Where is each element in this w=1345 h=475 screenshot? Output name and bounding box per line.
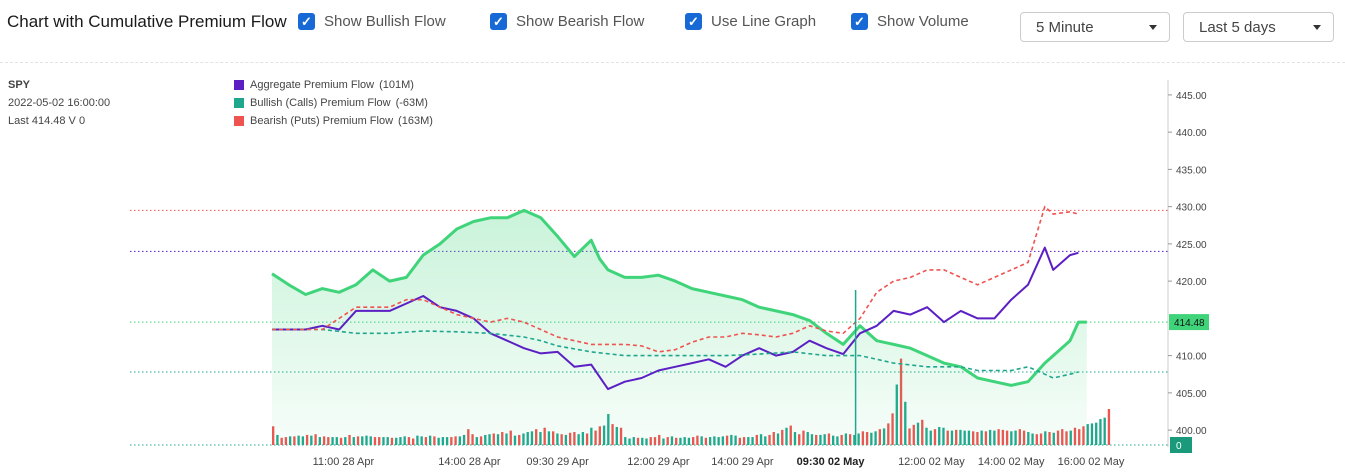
legend-bearish-name: Bearish (Puts) Premium Flow xyxy=(250,115,394,127)
interval-select-value: 5 Minute xyxy=(1036,18,1094,36)
legend-aggregate-value: (101M) xyxy=(379,79,414,91)
x-tick-label: 12:00 29 Apr xyxy=(627,456,690,468)
volume-bar xyxy=(1103,417,1106,445)
aggregate-premium-flow-line xyxy=(272,246,1079,391)
last-price-badge xyxy=(1169,314,1209,331)
volume-bar xyxy=(1099,419,1102,445)
legend-bullish-name: Bullish (Calls) Premium Flow xyxy=(250,97,391,109)
volume-badge xyxy=(1170,437,1192,453)
legend-swatch xyxy=(234,80,244,90)
price-area xyxy=(272,210,1087,445)
y-tick-label: 435.00 xyxy=(1176,165,1207,176)
show-bearish-flow-label: Show Bearish Flow xyxy=(516,13,645,30)
y-tick-label: 400.00 xyxy=(1176,426,1207,437)
interval-select[interactable]: 5 Minute xyxy=(1020,12,1170,42)
y-tick-label: 410.00 xyxy=(1176,352,1207,363)
y-tick-label: 440.00 xyxy=(1176,128,1207,139)
range-select-value: Last 5 days xyxy=(1199,18,1276,36)
x-tick-label: 14:00 02 May xyxy=(978,456,1045,468)
legend-aggregate: Aggregate Premium Flow (101M) xyxy=(234,79,414,91)
symbol-label: SPY xyxy=(8,79,31,91)
x-tick-label: 09:30 02 May xyxy=(797,456,866,468)
y-tick-label: 420.00 xyxy=(1176,277,1207,288)
volume-bar xyxy=(1095,422,1098,445)
legend-swatch xyxy=(234,98,244,108)
last-price-badge-label: 414.48 xyxy=(1174,318,1205,329)
datetime-label: 2022-05-02 16:00:00 xyxy=(8,97,111,109)
volume-badge-label: 0 xyxy=(1176,441,1182,452)
range-select[interactable]: Last 5 days xyxy=(1183,12,1334,42)
legend-swatch xyxy=(234,116,244,126)
legend-bullish: Bullish (Calls) Premium Flow (-63M) xyxy=(234,97,428,109)
chevron-down-icon xyxy=(1313,24,1321,30)
x-tick-label: 14:00 28 Apr xyxy=(438,456,501,468)
legend-bearish: Bearish (Puts) Premium Flow (163M) xyxy=(234,115,433,127)
y-tick-label: 430.00 xyxy=(1176,203,1207,214)
checkmark-icon: ✓ xyxy=(851,13,868,30)
x-tick-label: 14:00 29 Apr xyxy=(711,456,774,468)
bearish-puts-premium-flow-line xyxy=(272,205,1079,353)
y-tick-label: 445.00 xyxy=(1176,91,1207,102)
legend-bearish-value: (163M) xyxy=(398,115,433,127)
show-bearish-flow-checkbox[interactable]: ✓ Show Bearish Flow xyxy=(490,13,644,30)
bullish-calls-premium-flow-line xyxy=(272,328,1079,379)
last-price-label: Last 414.48 V 0 xyxy=(8,115,86,127)
price-line xyxy=(271,208,1087,387)
checkmark-icon: ✓ xyxy=(298,13,315,30)
show-volume-checkbox[interactable]: ✓ Show Volume xyxy=(851,13,969,30)
volume-bar xyxy=(1107,409,1111,445)
volume-bar xyxy=(1086,424,1089,445)
x-tick-label: 16:00 02 May xyxy=(1058,456,1125,468)
chevron-down-icon xyxy=(1149,24,1157,30)
legend-bullish-value: (-63M) xyxy=(395,97,428,109)
x-tick-label: 11:00 28 Apr xyxy=(313,456,375,468)
show-volume-label: Show Volume xyxy=(877,13,969,30)
legend-aggregate-name: Aggregate Premium Flow xyxy=(250,79,375,91)
x-tick-label: 09:30 29 Apr xyxy=(526,456,589,468)
x-tick-label: 12:00 02 May xyxy=(898,456,965,468)
use-line-graph-label: Use Line Graph xyxy=(711,13,817,30)
chart-title: Chart with Cumulative Premium Flow xyxy=(7,12,287,31)
use-line-graph-checkbox[interactable]: ✓ Use Line Graph xyxy=(685,13,816,30)
volume-bar xyxy=(1090,423,1094,445)
y-tick-label: 405.00 xyxy=(1176,389,1207,400)
show-bullish-flow-label: Show Bullish Flow xyxy=(324,13,446,30)
checkmark-icon: ✓ xyxy=(685,13,702,30)
checkmark-icon: ✓ xyxy=(490,13,507,30)
y-tick-label: 425.00 xyxy=(1176,240,1207,251)
header-divider xyxy=(0,62,1345,63)
show-bullish-flow-checkbox[interactable]: ✓ Show Bullish Flow xyxy=(298,13,446,30)
